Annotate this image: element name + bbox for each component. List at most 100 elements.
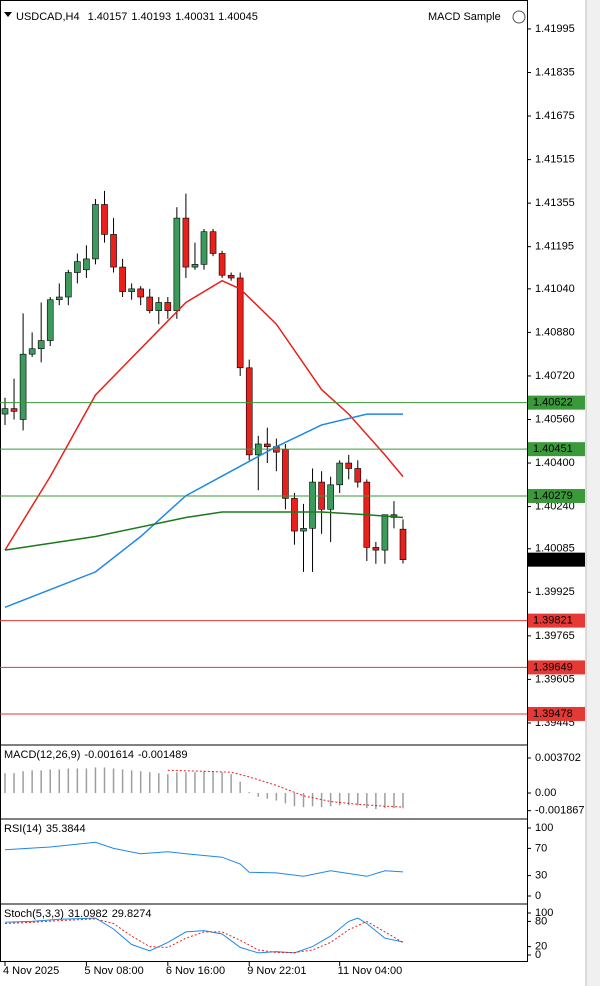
candle-body — [173, 217, 181, 311]
candle-body — [236, 277, 244, 369]
y-tick-label: -0.001867 — [535, 805, 585, 817]
candle-body — [74, 261, 81, 273]
y-tick-label: 100 — [535, 822, 553, 834]
level-label: 1.39649 — [533, 661, 573, 673]
level-label: 1.39821 — [533, 615, 573, 627]
y-tick-label: 1.40240 — [535, 500, 575, 512]
x-tick-label: 11 Nov 04:00 — [338, 965, 403, 977]
indicator-line — [4, 841, 404, 877]
level-label-box — [528, 706, 585, 721]
candle-body — [336, 462, 343, 486]
candle-body — [46, 299, 54, 341]
indicator-line — [4, 917, 404, 954]
y-tick-label: 1.41675 — [535, 110, 575, 122]
readout-value: 31.0982 — [68, 908, 108, 920]
candle-body — [309, 481, 316, 529]
indicator-line — [4, 413, 403, 608]
side-strip — [586, 0, 600, 986]
candle-body — [381, 514, 389, 551]
indicator-line — [167, 769, 404, 808]
level-label-box — [528, 442, 585, 457]
level-label-box — [528, 613, 585, 628]
panel-title: RSI(14) 35.3844 — [4, 823, 86, 835]
candle-body — [209, 231, 217, 254]
candle-body — [92, 204, 99, 260]
y-tick-label: 1.40720 — [535, 370, 575, 382]
y-tick-label: 1.41835 — [535, 66, 575, 78]
y-tick-label: 1.41195 — [535, 241, 574, 253]
panel-title: USDCAD,H4 1.40157 1.40193 1.40031 1.40045 — [16, 11, 258, 23]
y-tick-label: 1.41515 — [535, 153, 575, 165]
panel-title: Stoch(5,3,3) 31.0982 29.8274 — [4, 908, 151, 920]
candle-body — [218, 253, 226, 276]
candle-body — [37, 340, 45, 350]
candle-body — [19, 353, 27, 420]
candle-body — [55, 296, 63, 301]
x-tick-label: 5 Nov 08:00 — [84, 965, 143, 977]
price-label: 1.40045 — [533, 554, 573, 566]
y-tick-label: 1.41040 — [535, 283, 575, 295]
candle-body — [227, 274, 235, 279]
readout-value: 35.3844 — [46, 823, 86, 835]
candle-body — [264, 443, 271, 448]
indicator-line — [4, 918, 404, 953]
candle-body — [146, 296, 154, 311]
y-tick-label: 0 — [535, 949, 541, 961]
candle-body — [128, 288, 135, 292]
y-tick-label: 1.39765 — [535, 630, 575, 642]
candle-body — [282, 449, 289, 499]
readout-value: -0.001614 — [84, 749, 134, 761]
y-tick-label: 30 — [535, 870, 547, 882]
candle-body — [137, 288, 144, 298]
indicator-name: Stoch(5,3,3) — [4, 908, 64, 920]
y-tick-label: 100 — [535, 907, 553, 919]
y-tick-label: 1.40085 — [535, 543, 575, 555]
readout-value: 1.40031 — [175, 11, 215, 23]
readout-value: 1.40193 — [131, 11, 171, 23]
y-tick-label: 1.39925 — [535, 586, 575, 598]
indicator-name: USDCAD,H4 — [16, 11, 80, 23]
price-label-box — [528, 552, 585, 567]
expert-icon[interactable] — [512, 10, 526, 24]
y-tick-label: 1.40560 — [535, 413, 575, 425]
candle-body — [110, 234, 117, 268]
candle-body — [28, 348, 36, 355]
x-tick-label: 6 Nov 16:00 — [166, 965, 225, 977]
y-tick-label: 1.39605 — [535, 673, 575, 685]
candle-body — [164, 302, 172, 311]
level-label-box — [528, 488, 585, 503]
x-tick-label: 9 Nov 22:01 — [247, 965, 306, 977]
candle-body — [300, 528, 307, 532]
candle-body — [245, 367, 253, 456]
level-label: 1.40279 — [533, 490, 573, 502]
x-tick-label: 4 Nov 2025 — [3, 965, 59, 977]
candle-body — [345, 462, 353, 469]
y-tick-label: 0.003702 — [535, 752, 581, 764]
candle-body — [191, 264, 199, 268]
y-tick-label: 1.41995 — [535, 23, 575, 35]
candle-body — [101, 204, 108, 235]
y-tick-label: 1.40400 — [535, 457, 575, 469]
level-label: 1.40451 — [533, 443, 573, 455]
menu-arrow[interactable] — [4, 12, 12, 17]
candle-body — [182, 217, 190, 268]
candle-body — [399, 528, 407, 560]
level-label-box — [528, 395, 585, 410]
candle-body — [327, 484, 334, 510]
candle-body — [10, 408, 18, 412]
y-tick-label: 0 — [535, 890, 541, 902]
indicator-name: MACD(12,26,9) — [4, 749, 80, 761]
expert-name: MACD Sample — [428, 11, 501, 23]
readout-value: 1.40157 — [88, 11, 128, 23]
candle-body — [372, 547, 380, 551]
y-tick-label: 1.41355 — [535, 197, 575, 209]
plot-frame — [0, 0, 528, 962]
indicator-line — [4, 279, 404, 551]
indicator-name: RSI(14) — [4, 823, 42, 835]
candle-body — [354, 468, 362, 483]
y-tick-label: 20 — [535, 941, 547, 953]
level-label-box — [528, 660, 585, 675]
